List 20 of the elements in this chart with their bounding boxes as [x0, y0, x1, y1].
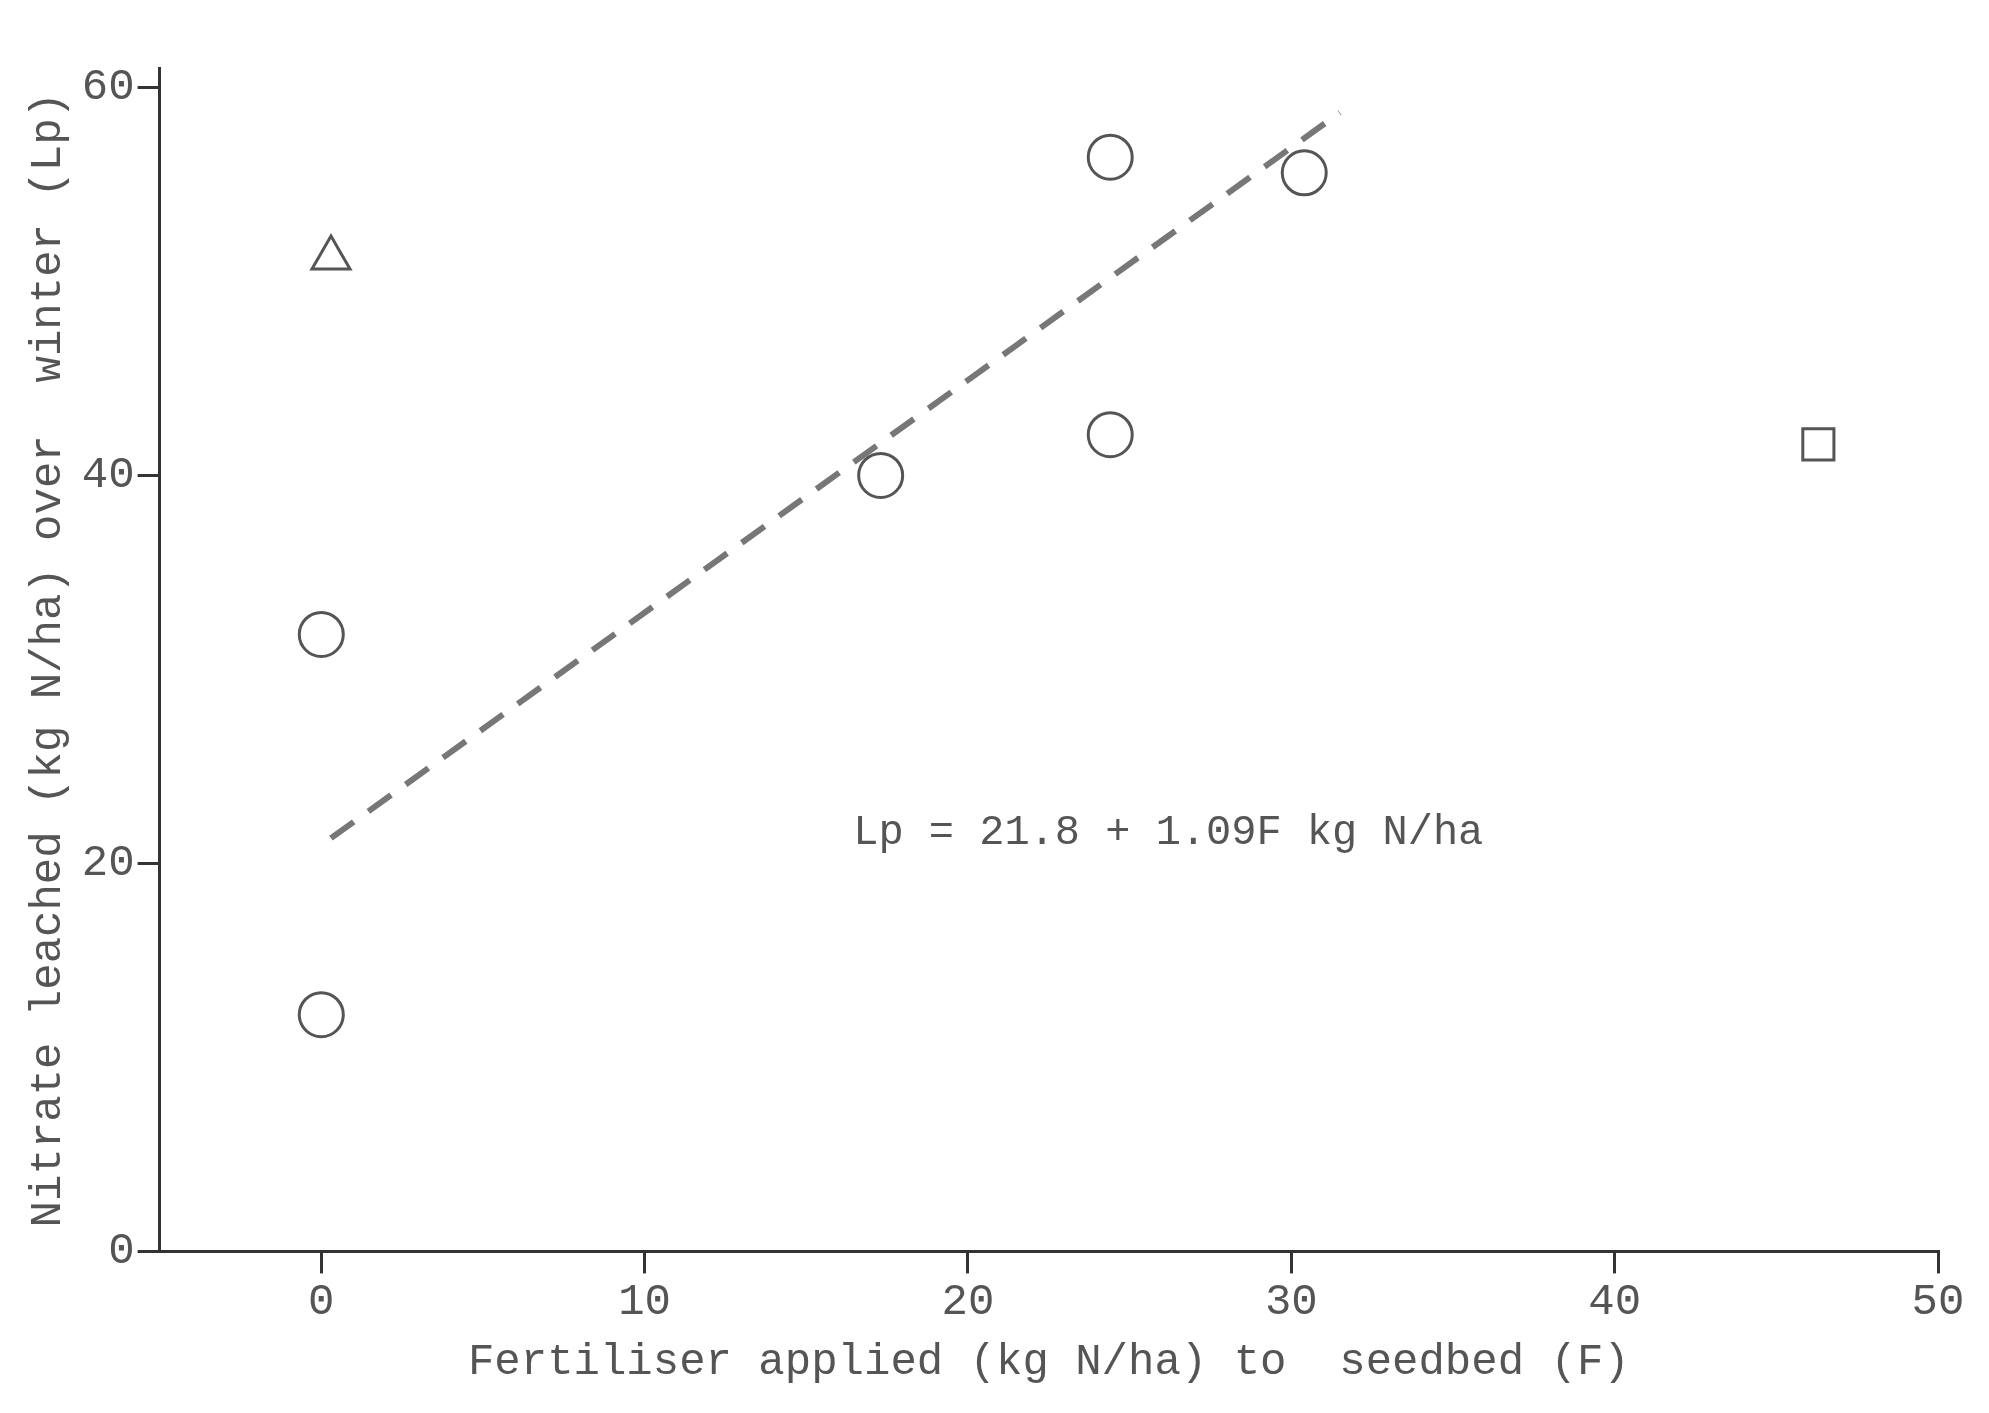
point — [297, 991, 345, 1039]
x-tick-label: 30 — [1264, 1277, 1318, 1328]
y-tick-label: 40 — [81, 450, 135, 501]
x-tick-label: 20 — [941, 1277, 995, 1328]
x-axis-title: Fertiliser applied (kg N/ha) to seedbed (F) — [467, 1337, 1630, 1388]
point — [1801, 427, 1836, 462]
x-tick-label: 40 — [1588, 1277, 1642, 1328]
x-tick-label: 0 — [308, 1277, 335, 1328]
y-tick-label: 20 — [81, 838, 135, 889]
point — [857, 451, 905, 499]
point — [1280, 149, 1328, 197]
point — [1086, 133, 1134, 181]
y-tick-label: 0 — [108, 1226, 135, 1277]
annotation: Lp = 21.8 + 1.09F kg N/ha — [853, 808, 1484, 857]
point — [297, 610, 345, 658]
point — [1086, 411, 1134, 459]
x-tick-label: 50 — [1911, 1277, 1965, 1328]
y-axis-title: Nitrate leached (kg N/ha) over winter (Lp) — [23, 92, 74, 1228]
y-tick-label: 60 — [81, 62, 135, 113]
x-tick-label: 10 — [618, 1277, 672, 1328]
